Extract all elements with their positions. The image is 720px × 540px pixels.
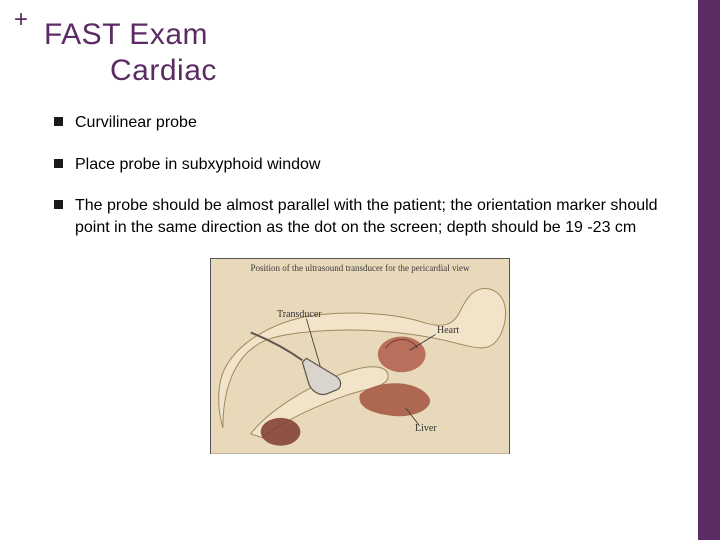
figure-container: Position of the ultrasound transducer fo…	[0, 258, 720, 454]
anatomy-figure: Position of the ultrasound transducer fo…	[210, 258, 510, 454]
label-liver: Liver	[415, 423, 437, 434]
heart-shape	[378, 337, 426, 373]
label-heart: Heart	[437, 325, 459, 336]
organ-shape	[261, 418, 301, 446]
title-line-1: FAST Exam	[44, 18, 720, 52]
bullet-list: Curvilinear probe Place probe in subxyph…	[0, 88, 720, 238]
bullet-marker-icon	[54, 159, 63, 168]
bullet-text: Curvilinear probe	[75, 112, 197, 134]
anatomy-illustration	[211, 259, 509, 454]
bullet-marker-icon	[54, 200, 63, 209]
label-transducer: Transducer	[277, 309, 322, 320]
plus-icon: +	[14, 8, 28, 32]
bullet-text: Place probe in subxyphoid window	[75, 154, 320, 176]
figure-caption: Position of the ultrasound transducer fo…	[211, 263, 509, 273]
title-line-2: Cardiac	[44, 54, 720, 88]
accent-bar	[698, 0, 720, 540]
list-item: Place probe in subxyphoid window	[54, 154, 660, 176]
list-item: The probe should be almost parallel with…	[54, 195, 660, 238]
slide-title: FAST Exam Cardiac	[0, 0, 720, 88]
bullet-marker-icon	[54, 117, 63, 126]
list-item: Curvilinear probe	[54, 112, 660, 134]
bullet-text: The probe should be almost parallel with…	[75, 195, 660, 238]
